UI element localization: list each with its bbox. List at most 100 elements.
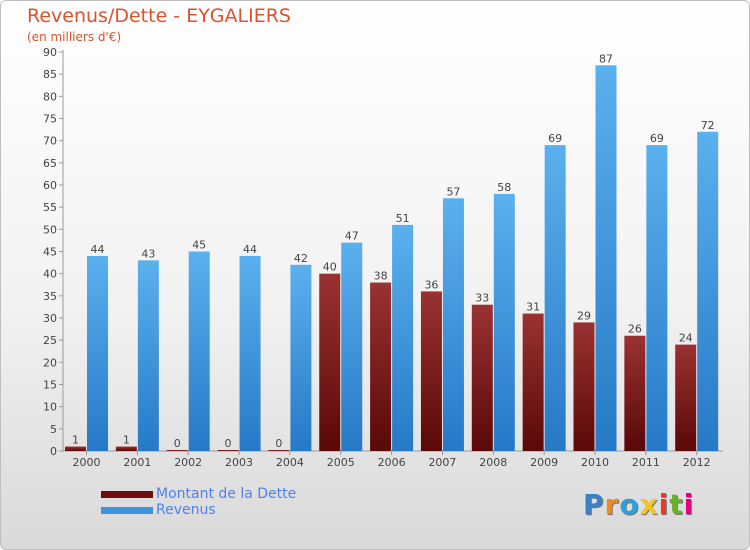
- y-tick-label: 75: [43, 113, 57, 126]
- y-tick-label: 65: [43, 157, 57, 170]
- y-tick-label: 90: [43, 46, 57, 59]
- chart-title: Revenus/Dette - EYGALIERS: [27, 5, 291, 27]
- x-tick-label: 2010: [581, 456, 609, 469]
- bar-dette-2006: [370, 282, 392, 451]
- x-tick-label: 2007: [428, 456, 456, 469]
- value-label-dette-2009: 31: [526, 301, 540, 314]
- x-tick-label: 2006: [378, 456, 406, 469]
- value-label-dette-2002: 0: [174, 437, 181, 450]
- x-tick-label: 2003: [225, 456, 253, 469]
- value-label-revenus-2002: 45: [192, 239, 206, 252]
- y-tick-label: 20: [43, 356, 57, 369]
- value-label-revenus-2005: 47: [345, 230, 359, 243]
- bar-dette-2012: [675, 344, 697, 451]
- value-label-dette-2010: 29: [577, 309, 591, 322]
- legend-swatch-dette: [101, 491, 153, 498]
- bar-revenus-2006: [392, 224, 414, 451]
- logo-letter: o: [619, 488, 640, 521]
- value-label-dette-2012: 24: [679, 332, 693, 345]
- value-label-dette-2001: 1: [123, 434, 130, 447]
- y-tick-label: 15: [43, 379, 57, 392]
- value-label-revenus-2012: 72: [701, 119, 715, 132]
- chart-subtitle: (en milliers d'€): [27, 30, 122, 44]
- proxiti-logo: Proxiti: [583, 488, 694, 521]
- logo-letter: r: [604, 488, 620, 521]
- y-tick-label: 25: [43, 334, 57, 347]
- bar-dette-2005: [319, 273, 341, 451]
- bar-revenus-2011: [646, 145, 668, 451]
- value-label-dette-2004: 0: [275, 437, 282, 450]
- bar-dette-2011: [624, 335, 646, 451]
- y-tick-label: 60: [43, 179, 57, 192]
- y-tick-label: 0: [50, 445, 57, 458]
- y-tick-label: 55: [43, 201, 57, 214]
- x-tick-label: 2012: [683, 456, 711, 469]
- bar-revenus-2008: [493, 193, 515, 451]
- y-tick-label: 85: [43, 68, 57, 81]
- x-tick-label: 2005: [327, 456, 355, 469]
- logo-letter: i: [658, 488, 670, 521]
- bar-revenus-2012: [697, 131, 719, 452]
- y-tick-label: 30: [43, 312, 57, 325]
- x-tick-label: 2001: [123, 456, 151, 469]
- y-tick-label: 5: [50, 423, 57, 436]
- bars: [65, 65, 719, 452]
- y-tick-label: 40: [43, 268, 57, 281]
- bar-revenus-2009: [544, 145, 566, 451]
- value-label-dette-2011: 26: [628, 323, 642, 336]
- bar-dette-2001: [115, 446, 137, 451]
- value-label-dette-2008: 33: [475, 292, 489, 305]
- bar-dette-2009: [522, 313, 544, 451]
- value-label-revenus-2001: 43: [141, 247, 155, 260]
- y-tick-label: 45: [43, 246, 57, 259]
- x-tick-label: 2011: [632, 456, 660, 469]
- bar-dette-2004: [268, 450, 290, 451]
- value-labels: 1 44 1 43 0 45 0 44 0 42 40 47 38 51 36 57 33 58 31 69 29 87 2…: [72, 52, 715, 450]
- bar-revenus-2000: [87, 255, 108, 451]
- legend-label-revenus: Revenus: [156, 502, 216, 518]
- value-label-revenus-2008: 58: [497, 181, 511, 194]
- legend-swatch-revenus: [101, 507, 153, 514]
- legend-label-dette: Montant de la Dette: [156, 486, 297, 502]
- bar-dette-2003: [217, 450, 239, 451]
- value-label-dette-2003: 0: [225, 437, 232, 450]
- y-tick-label: 50: [43, 223, 57, 236]
- x-tick-label: 2009: [530, 456, 558, 469]
- value-label-dette-2005: 40: [323, 261, 337, 274]
- x-tick-label: 2008: [479, 456, 507, 469]
- value-label-dette-2000: 1: [72, 434, 79, 447]
- bar-revenus-2002: [188, 251, 210, 451]
- bar-dette-2000: [65, 446, 86, 451]
- value-label-revenus-2007: 57: [446, 185, 460, 198]
- bar-revenus-2003: [239, 255, 261, 451]
- bar-dette-2010: [573, 322, 595, 451]
- bar-revenus-2005: [341, 242, 363, 451]
- x-tick-label: 2000: [73, 456, 101, 469]
- logo-letter: t: [669, 488, 684, 521]
- bar-revenus-2001: [137, 260, 159, 451]
- x-tick-label: 2004: [276, 456, 304, 469]
- bar-dette-2007: [420, 291, 442, 451]
- bar-revenus-2004: [290, 264, 312, 451]
- y-tick-label: 10: [43, 401, 57, 414]
- value-label-dette-2006: 38: [374, 270, 388, 283]
- bar-dette-2002: [166, 450, 188, 451]
- y-tick-label: 70: [43, 135, 57, 148]
- value-label-revenus-2004: 42: [294, 252, 308, 265]
- bar-dette-2008: [471, 304, 493, 451]
- value-label-revenus-2006: 51: [396, 212, 410, 225]
- value-label-revenus-2003: 44: [243, 243, 257, 256]
- value-label-revenus-2000: 44: [91, 243, 105, 256]
- logo-letter: i: [683, 488, 695, 521]
- bar-revenus-2010: [595, 65, 617, 452]
- x-tick-label: 2002: [174, 456, 202, 469]
- value-label-dette-2007: 36: [424, 278, 438, 291]
- y-tick-label: 80: [43, 90, 57, 103]
- logo-letter: P: [583, 488, 605, 521]
- value-label-revenus-2010: 87: [599, 52, 613, 65]
- bar-revenus-2007: [442, 198, 464, 451]
- logo-letter: x: [639, 488, 659, 521]
- value-label-revenus-2009: 69: [548, 132, 562, 145]
- y-tick-label: 35: [43, 290, 57, 303]
